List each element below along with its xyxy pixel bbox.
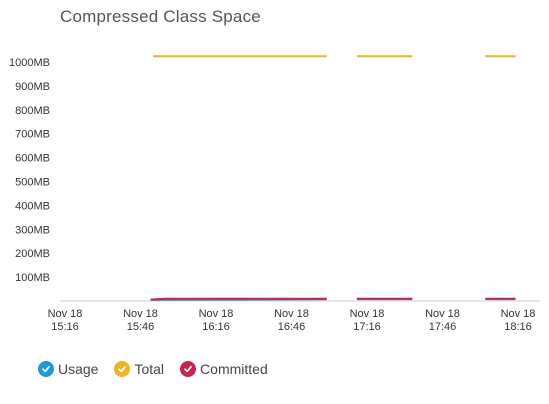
series-layer bbox=[150, 55, 516, 301]
y-tick-label: 1000MB bbox=[9, 57, 50, 69]
x-tick-label: Nov 18 16:46 bbox=[274, 308, 309, 333]
legend-item-committed[interactable]: Committed bbox=[180, 361, 268, 377]
x-tick-label: Nov 18 15:16 bbox=[48, 308, 83, 333]
legend-label: Usage bbox=[58, 361, 99, 377]
chart-legend: Usage Total Committed bbox=[38, 361, 284, 377]
y-tick-label: 700MB bbox=[15, 129, 50, 141]
x-tick-label: Nov 18 16:16 bbox=[199, 308, 234, 333]
legend-item-total[interactable]: Total bbox=[114, 361, 164, 377]
legend-item-usage[interactable]: Usage bbox=[38, 361, 98, 377]
check-icon bbox=[180, 361, 197, 377]
y-tick-label: 200MB bbox=[15, 248, 50, 260]
x-tick-label: Nov 18 17:16 bbox=[350, 308, 385, 333]
x-axis: Nov 18 15:16 Nov 18 15:46 Nov 18 16:16 Nov 18 1… bbox=[48, 300, 540, 333]
series-line-committed bbox=[150, 297, 327, 301]
chart-title: Compressed Class Space bbox=[60, 7, 261, 26]
legend-label: Total bbox=[134, 361, 165, 377]
y-tick-label: 800MB bbox=[15, 105, 50, 117]
y-tick-label: 500MB bbox=[15, 177, 50, 189]
y-tick-label: 300MB bbox=[15, 224, 50, 236]
check-icon bbox=[38, 361, 54, 377]
series-committed bbox=[150, 297, 516, 301]
y-tick-label: 900MB bbox=[15, 81, 50, 93]
y-tick-label: 100MB bbox=[15, 272, 50, 284]
x-tick-label: Nov 18 15:46 bbox=[123, 308, 158, 333]
y-tick-label: 400MB bbox=[15, 200, 50, 212]
chart-plot: 100MB 200MB 300MB 400MB 500MB 600MB 700MB 800MB… bbox=[9, 55, 540, 333]
check-icon bbox=[114, 361, 131, 377]
legend-label: Committed bbox=[200, 361, 268, 377]
x-tick-label: Nov 18 18:16 bbox=[501, 308, 536, 333]
y-tick-label: 600MB bbox=[15, 153, 50, 165]
x-tick-label: Nov 18 17:46 bbox=[425, 308, 460, 333]
y-axis: 100MB 200MB 300MB 400MB 500MB 600MB 700MB 800MB… bbox=[9, 57, 50, 284]
